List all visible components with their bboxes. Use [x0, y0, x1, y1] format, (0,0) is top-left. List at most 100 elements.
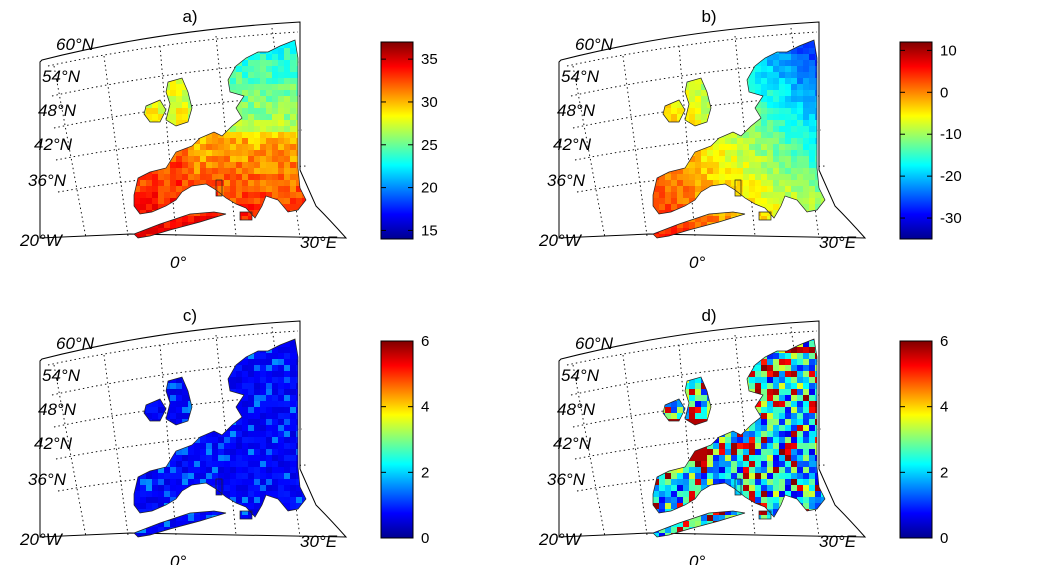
field-cell [302, 66, 306, 72]
latitude-label: 42°N [34, 434, 73, 453]
field-cell [731, 234, 737, 238]
field-cell [236, 467, 242, 473]
field-cell [278, 204, 284, 210]
field-cell [761, 234, 767, 238]
field-cell [791, 138, 797, 144]
field-cell [134, 174, 140, 180]
field-cell [284, 347, 290, 353]
field-cell [785, 401, 791, 407]
field-cell [278, 395, 284, 401]
field-cell [737, 473, 743, 479]
field-cell [731, 443, 737, 449]
field-cell [821, 168, 825, 174]
field-cell [647, 120, 653, 126]
field-cell [146, 467, 152, 473]
field-cell [647, 521, 653, 527]
field-cell [719, 60, 725, 66]
field-cell [206, 222, 212, 228]
field-cell [152, 485, 158, 491]
field-cell [683, 467, 689, 473]
field-cell [725, 395, 731, 401]
field-cell [689, 425, 695, 431]
field-cell [176, 132, 182, 138]
field-cell [128, 437, 134, 443]
field-cell [134, 96, 140, 102]
field-cell [266, 42, 272, 48]
field-cell [695, 120, 701, 126]
field-cell [743, 180, 749, 186]
field-cell [242, 407, 248, 413]
field-cell [755, 48, 761, 54]
field-cell [266, 216, 272, 222]
field-cell [152, 66, 158, 72]
field-cell [707, 60, 713, 66]
field-cell [272, 180, 278, 186]
field-cell [731, 491, 737, 497]
field-cell [701, 383, 707, 389]
field-cell [170, 120, 176, 126]
field-cell [803, 216, 809, 222]
field-cell [296, 126, 302, 132]
field-cell [212, 359, 218, 365]
field-cell [677, 521, 683, 527]
field-cell [707, 425, 713, 431]
field-cell [767, 521, 773, 527]
field-cell [158, 497, 164, 503]
field-cell [272, 437, 278, 443]
field-cell [827, 210, 833, 216]
field-cell [749, 383, 755, 389]
field-cell [713, 48, 719, 54]
field-cell [701, 479, 707, 485]
field-cell [695, 84, 701, 90]
field-cell [821, 443, 825, 449]
field-cell [743, 437, 749, 443]
field-cell [737, 479, 743, 485]
field-cell [272, 192, 278, 198]
field-cell [164, 503, 170, 509]
field-cell [695, 419, 701, 425]
field-cell [260, 174, 266, 180]
field-cell [683, 138, 689, 144]
field-cell [821, 156, 825, 162]
field-cell [791, 150, 797, 156]
field-cell [200, 90, 206, 96]
field-cell [242, 120, 248, 126]
field-cell [278, 419, 284, 425]
field-cell [152, 491, 158, 497]
field-cell [308, 419, 314, 425]
field-cell [308, 389, 314, 395]
longitude-label: 0° [170, 552, 186, 565]
field-cell [266, 114, 272, 120]
field-cell [725, 401, 731, 407]
field-cell [695, 228, 701, 234]
field-cell [212, 407, 218, 413]
field-cell [272, 210, 278, 216]
field-cell [791, 389, 797, 395]
field-cell [713, 485, 719, 491]
field-cell [272, 527, 278, 533]
field-cell [236, 234, 242, 238]
field-cell [701, 449, 707, 455]
field-cell [140, 168, 146, 174]
field-cell [260, 42, 266, 48]
field-cell [653, 533, 659, 537]
field-cell [659, 228, 665, 234]
field-cell [695, 395, 701, 401]
field-cell [761, 138, 767, 144]
field-cell [779, 461, 785, 467]
coastline [133, 39, 307, 239]
field-cell [737, 449, 743, 455]
field-cell [749, 114, 755, 120]
field-cell [653, 216, 659, 222]
field-cell [719, 144, 725, 150]
field-cell [254, 515, 260, 521]
field-cell [152, 120, 158, 126]
field-cell [230, 497, 236, 503]
field-cell [296, 186, 302, 192]
field-cell [254, 419, 260, 425]
field-cell [290, 90, 296, 96]
field-cell [278, 437, 284, 443]
field-cell [671, 240, 677, 246]
field-cell [164, 371, 170, 377]
